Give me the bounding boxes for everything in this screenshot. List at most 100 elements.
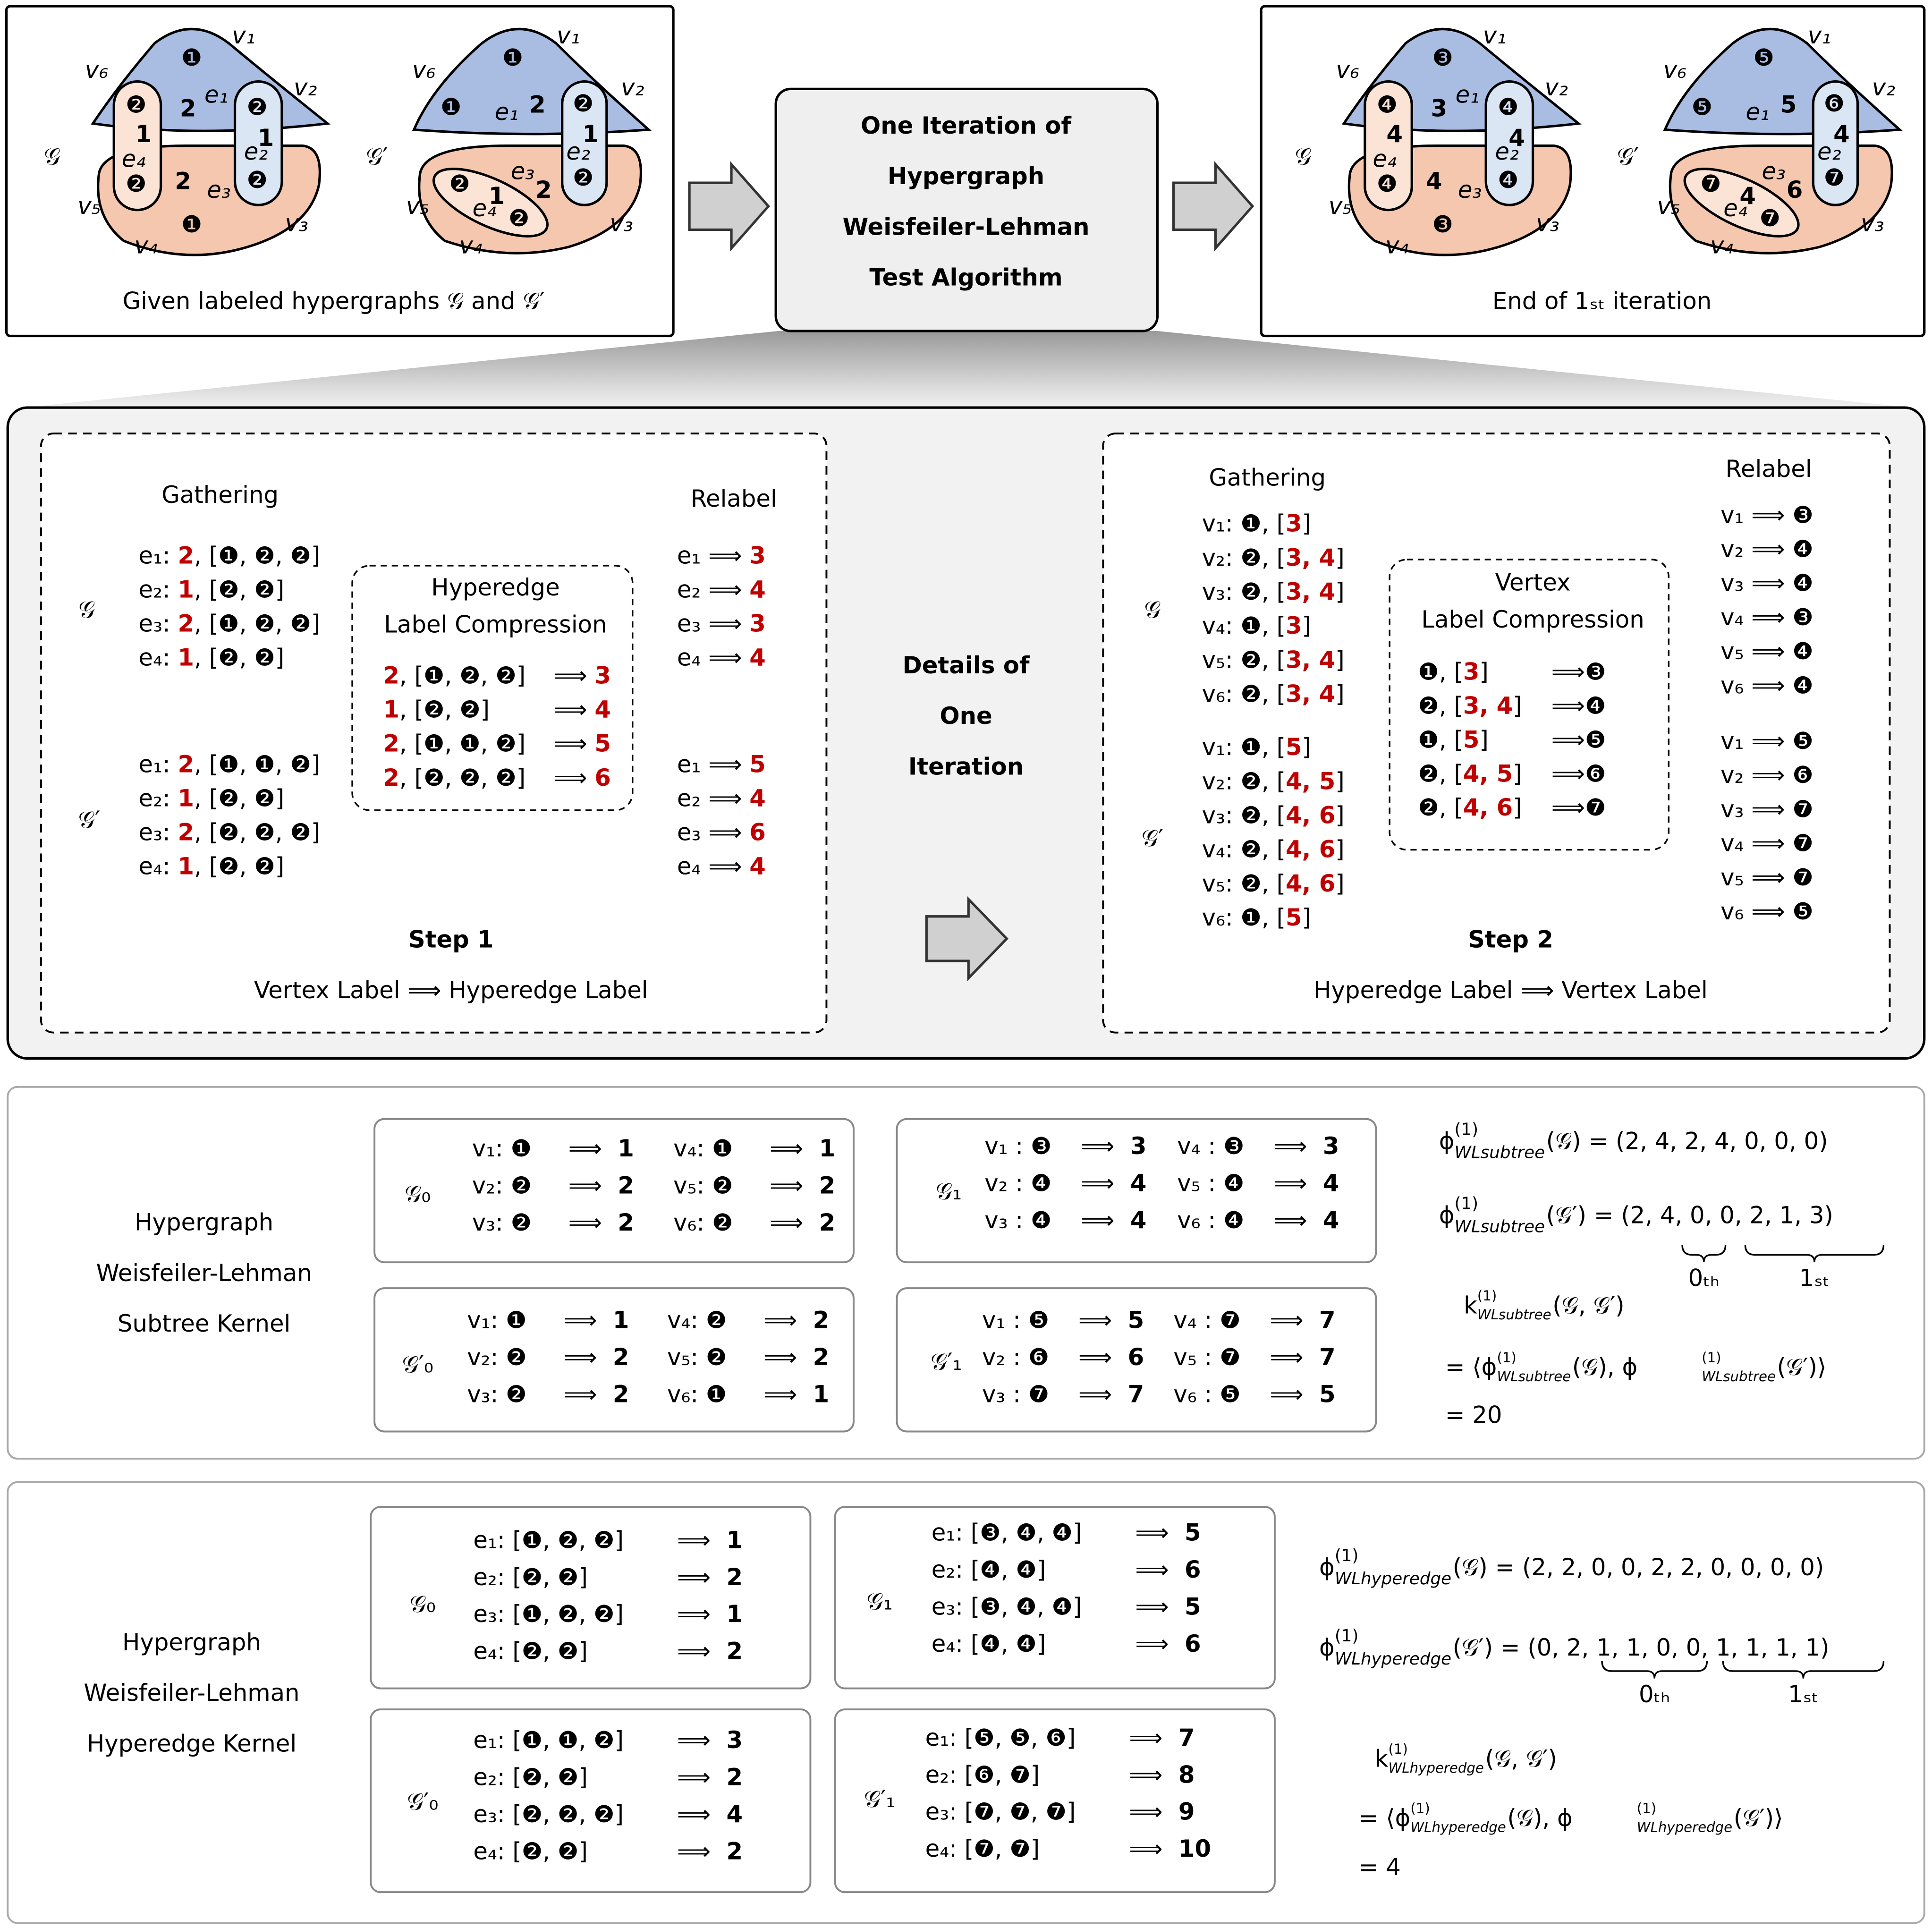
text-part: ⟹ bbox=[677, 1837, 711, 1865]
text-part: , [❷, ❷, ❷] bbox=[194, 818, 320, 846]
vertex-label: ❷ bbox=[126, 91, 147, 118]
text-part: v₄ : ❼ bbox=[1173, 1306, 1240, 1333]
text-part: 6 bbox=[1185, 1630, 1201, 1657]
text-part: ⟹ bbox=[1135, 1630, 1169, 1657]
graph-name: 𝒢 bbox=[1144, 596, 1161, 623]
vertex-label: ❷ bbox=[126, 170, 147, 197]
text-part: e₁: [❶, ❷, ❷] bbox=[473, 1526, 624, 1554]
vertex-label: ❼ bbox=[1760, 204, 1781, 232]
vertex-label: ❷ bbox=[573, 164, 594, 191]
label-row: v₁ : ❸ ⟹ 3 bbox=[984, 1132, 1146, 1159]
text-part: , [❷, ❷] bbox=[194, 644, 284, 671]
text-part: 1 bbox=[727, 1600, 743, 1628]
hyperedge-label: 1 bbox=[258, 124, 274, 152]
text-part: , [❷, ❷] bbox=[194, 576, 284, 603]
vertex-label: ❷ bbox=[246, 166, 268, 194]
text-part: ⟹❼ bbox=[1551, 794, 1606, 821]
text-part: ⟹ bbox=[677, 1600, 711, 1628]
hyperedge-label: 2 bbox=[529, 91, 546, 118]
text-part: 4 bbox=[1130, 1169, 1147, 1197]
text-part: 7 bbox=[1178, 1724, 1195, 1751]
algorithm-title: Weisfeiler-Lehman bbox=[843, 213, 1090, 240]
text-part: e₄: bbox=[139, 852, 178, 880]
funnel bbox=[22, 331, 1912, 408]
formula-text: ϕ bbox=[1319, 1553, 1335, 1580]
text-part: e₄: [❹, ❹] bbox=[932, 1630, 1046, 1657]
algorithm-box bbox=[774, 87, 1159, 332]
graph-name: 𝒢′ bbox=[366, 143, 388, 170]
text-part: v₁: ❶, [ bbox=[1202, 733, 1286, 761]
text-part: 4, 5 bbox=[1286, 767, 1335, 795]
label-row: v₆ : ❺ ⟹ 5 bbox=[1173, 1380, 1335, 1408]
text-part: ] bbox=[1479, 658, 1488, 685]
label-row: e₂: [❷, ❷] ⟹ 2 bbox=[473, 1563, 743, 1590]
hyperedge-label: 2 bbox=[180, 94, 196, 122]
formula-text: (𝒢′) = (2, 4, 0, 0, 2, 1, 3) bbox=[1546, 1201, 1833, 1229]
kernel-title: Weisfeiler-Lehman bbox=[96, 1259, 312, 1287]
text-part: v₅ : ❹ bbox=[1177, 1169, 1244, 1197]
text-part: ⟹ bbox=[1135, 1593, 1169, 1620]
text-part: , [❷, ❷] bbox=[194, 852, 284, 880]
vertex-name: v₁ bbox=[1483, 22, 1506, 49]
label-box bbox=[373, 1287, 855, 1433]
text-part: v₅: ❷ bbox=[667, 1343, 727, 1371]
text-part: ⟹ bbox=[770, 1172, 803, 1199]
subscript: WLsubtree bbox=[1455, 1143, 1545, 1162]
subscript: WLhyperedge bbox=[1637, 1819, 1732, 1835]
vertex-label: ❹ bbox=[1377, 91, 1398, 118]
text-part: ⟹ bbox=[563, 1380, 597, 1408]
text-part: 5 bbox=[1286, 904, 1302, 931]
text-part: , [❷, ❷] bbox=[194, 784, 284, 812]
label-box bbox=[834, 1506, 1276, 1690]
graph-name: 𝒢 bbox=[44, 143, 60, 170]
label-row: e₃: [❷, ❷, ❷] ⟹ 4 bbox=[473, 1800, 743, 1827]
hyperedge-name: e₁ bbox=[495, 98, 519, 126]
text-part: 2 bbox=[178, 818, 195, 846]
label-row: e₄: [❼, ❼] ⟹ 10 bbox=[925, 1835, 1211, 1862]
text-part: v₃ ⟹ bbox=[1720, 569, 1792, 596]
text-part: 2 bbox=[813, 1306, 830, 1333]
text-part: v₅: ❷, [ bbox=[1202, 646, 1286, 673]
text-part: v₆ : ❺ bbox=[1173, 1380, 1240, 1408]
text-part: 3, 4 bbox=[1286, 680, 1335, 707]
hyperedge-name: e₃ bbox=[1458, 176, 1482, 204]
hyperedge-label: 3 bbox=[1431, 94, 1447, 122]
text-part: 5 bbox=[1128, 1306, 1144, 1333]
text-part: ⟹ bbox=[1273, 1169, 1307, 1197]
superscript: (1) bbox=[1477, 1288, 1497, 1304]
text-part: ⟹ bbox=[553, 730, 594, 757]
text-part: 9 bbox=[1178, 1798, 1195, 1825]
superscript: (1) bbox=[1335, 1626, 1359, 1646]
label-row: v₁: ❶ ⟹ 1 bbox=[467, 1306, 629, 1333]
vertex-label: ❸ bbox=[1432, 211, 1453, 238]
compression-title: Label Compression bbox=[384, 611, 607, 638]
text-part: 7 bbox=[1319, 1306, 1336, 1333]
vertex-label: ❶ bbox=[502, 44, 524, 71]
text-part: 3, 4 bbox=[1463, 692, 1513, 719]
label-row: e₂: [❹, ❹] ⟹ 6 bbox=[932, 1556, 1201, 1583]
text-part: e₄: bbox=[139, 644, 178, 671]
graph-name: 𝒢 bbox=[78, 596, 95, 623]
text-part: e₄: [❷, ❷] bbox=[473, 1837, 587, 1865]
vertex-label: ❺ bbox=[1692, 93, 1713, 121]
relabel-line: e₁ ⟹ 5 bbox=[677, 750, 766, 778]
text-part: ] bbox=[1513, 794, 1522, 821]
text-part: v₃: ❷, [ bbox=[1202, 801, 1286, 829]
text-part: ❹ bbox=[1792, 569, 1813, 596]
step-title: Step 2 bbox=[1468, 926, 1553, 953]
gathering-line: v₃: ❷, [3, 4] bbox=[1202, 578, 1345, 605]
vertex-name: v₄ bbox=[1710, 232, 1733, 259]
text-part: ⟹ bbox=[1270, 1306, 1303, 1333]
graph-name: 𝒢′ bbox=[78, 806, 101, 833]
text-part: e₁: bbox=[139, 750, 178, 778]
text-part: v₆ : ❹ bbox=[1177, 1206, 1244, 1233]
text-part: 1 bbox=[383, 696, 399, 723]
text-part: e₁ ⟹ bbox=[677, 542, 749, 569]
vertex-name: v₃ bbox=[610, 210, 633, 237]
text-part: 5 bbox=[1319, 1380, 1336, 1408]
text-part: 6 bbox=[749, 818, 766, 846]
text-part: , [❶, ❶, ❷] bbox=[194, 750, 320, 778]
vertex-name: v₅ bbox=[1329, 192, 1352, 220]
relabel-line: e₄ ⟹ 4 bbox=[677, 644, 766, 671]
text-part: ❸ bbox=[1792, 501, 1813, 528]
